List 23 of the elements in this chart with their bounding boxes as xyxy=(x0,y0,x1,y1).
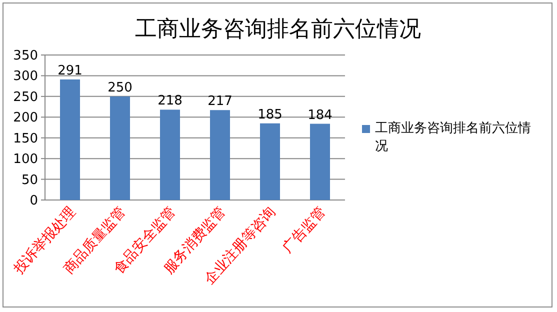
bar xyxy=(260,123,280,200)
y-tick-label: 350 xyxy=(13,48,38,64)
x-tick-label: 广告监管 xyxy=(280,204,329,256)
legend-label: 工商业务咨询排名前六位情况 xyxy=(375,120,532,156)
bar xyxy=(110,96,130,200)
data-label: 291 xyxy=(58,63,82,78)
data-label: 184 xyxy=(308,108,332,123)
bar xyxy=(160,110,180,200)
bar xyxy=(60,79,80,200)
y-tick-label: 0 xyxy=(30,194,38,208)
y-tick-label: 150 xyxy=(13,131,38,146)
bar xyxy=(310,124,330,200)
data-label: 217 xyxy=(208,94,232,110)
y-tick-label: 250 xyxy=(13,90,38,105)
chart-title: 工商业务咨询排名前六位情况 xyxy=(135,17,421,42)
y-tick-label: 50 xyxy=(21,172,38,188)
data-label: 250 xyxy=(108,80,132,96)
y-tick-label: 100 xyxy=(13,152,38,168)
y-tick-label: 300 xyxy=(13,69,38,84)
data-label: 185 xyxy=(258,107,282,122)
y-tick-label: 200 xyxy=(13,110,38,126)
data-label: 218 xyxy=(158,94,182,109)
bar xyxy=(210,110,230,200)
